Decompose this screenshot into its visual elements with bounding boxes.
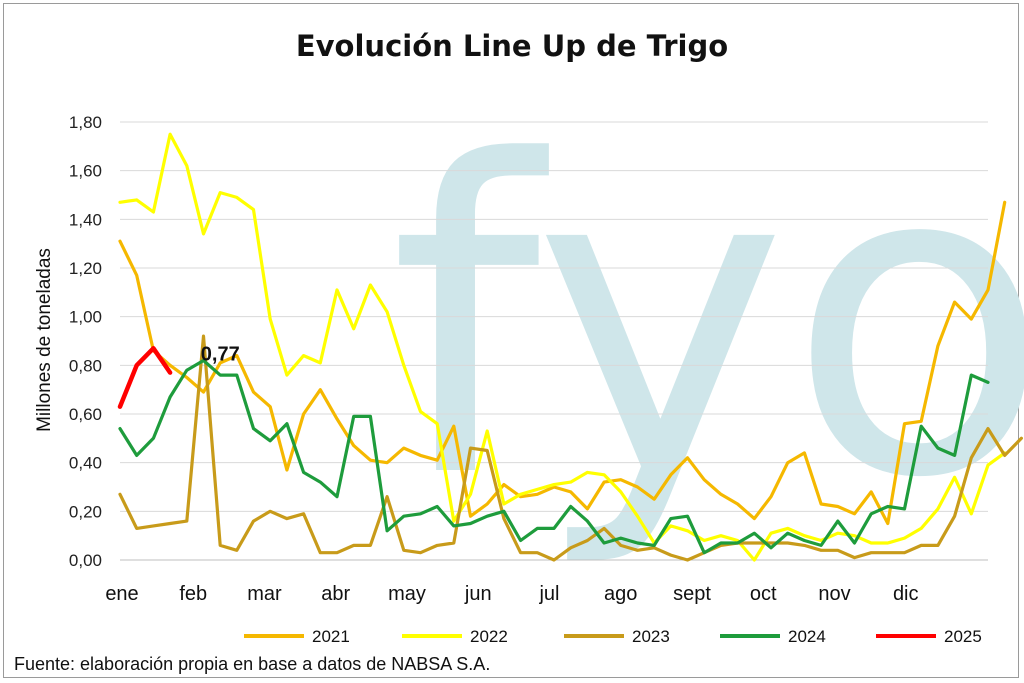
series-lines	[117, 132, 1024, 562]
gridlines	[120, 121, 988, 512]
legend-label-2025: 2025	[944, 627, 982, 646]
x-tick-label: oct	[750, 583, 777, 605]
legend-label-2021: 2021	[312, 627, 350, 646]
x-tick-label: jun	[464, 583, 492, 605]
legend: 2021 2022 2023 2024 2025	[244, 627, 982, 646]
legend-label-2022: 2022	[470, 627, 508, 646]
x-tick-label: sept	[673, 583, 711, 605]
source-note: Fuente: elaboración propia en base a dat…	[14, 654, 490, 674]
series-line-2025	[117, 346, 173, 409]
y-tick-label: 0,80	[69, 356, 102, 375]
annotation-label: 0,77	[201, 344, 240, 366]
legend-label-2024: 2024	[788, 627, 826, 646]
y-tick-label: 1,20	[69, 259, 102, 278]
y-tick-label: 0,00	[69, 551, 102, 570]
x-tick-label: feb	[179, 583, 207, 605]
x-tick-label: dic	[893, 583, 919, 605]
watermark-text: fyo	[389, 72, 1024, 572]
legend-label-2023: 2023	[632, 627, 670, 646]
y-tick-label: 0,40	[69, 454, 102, 473]
y-tick-label: 1,40	[69, 210, 102, 229]
series-line-2024	[118, 358, 990, 555]
x-tick-label: ene	[105, 583, 138, 605]
x-axis-ticks: ene feb mar abr may jun jul ago sept oct nov dic	[105, 583, 918, 605]
series-line-2021	[118, 200, 1007, 526]
y-tick-label: 0,20	[69, 502, 102, 521]
series-line-2023	[118, 334, 1024, 562]
x-tick-label: jul	[538, 583, 559, 605]
chart-title: Evolución Line Up de Trigo	[296, 29, 728, 63]
chart-frame	[3, 3, 1019, 678]
x-tick-label: abr	[321, 583, 350, 605]
y-axis-ticks: 0,00 0,20 0,40 0,60 0,80 1,00 1,20 1,40 1,60 1,80	[69, 113, 102, 570]
y-tick-label: 1,00	[69, 308, 102, 327]
watermark-logo: fyo	[389, 72, 1024, 572]
y-tick-label: 0,60	[69, 405, 102, 424]
y-tick-label: 1,60	[69, 162, 102, 181]
y-tick-label: 1,80	[69, 113, 102, 132]
x-tick-label: ago	[604, 583, 637, 605]
x-tick-label: nov	[818, 583, 850, 605]
x-tick-label: may	[388, 583, 426, 605]
x-tick-label: mar	[247, 583, 282, 605]
y-axis-label: Millones de toneladas	[34, 248, 55, 432]
